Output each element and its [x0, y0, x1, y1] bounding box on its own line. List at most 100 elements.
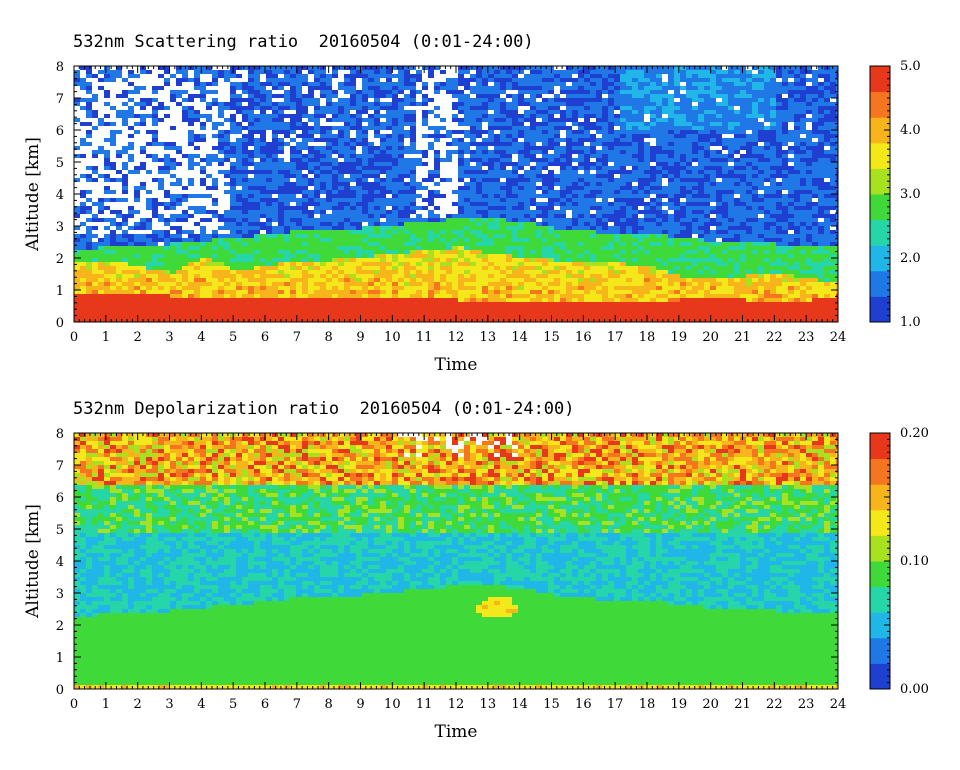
- scattering-colorbar-label: 3.0: [900, 187, 921, 202]
- depolarization-colorbar-label: 0.00: [900, 682, 929, 697]
- depolarization-y-tick-label: 2: [56, 619, 64, 634]
- scattering-colorbar-segment: [870, 72, 890, 80]
- top-chart-title: 532nm Scattering ratio 20160504 (0:01-24…: [73, 32, 534, 52]
- depolarization-colorbar-segment: [870, 490, 890, 498]
- axes-layer: 0 1 2 3 4 5 6 7 8 9 10 11 12 13 14 15 16 17 18 19 20 21 22 23 24…: [23, 59, 929, 742]
- depolarization-x-tick-label: 18: [639, 697, 656, 712]
- depolarization-y-tick-label: 3: [56, 587, 64, 602]
- scattering-colorbar-segment: [870, 194, 890, 201]
- depolarization-colorbar-segment: [870, 669, 890, 677]
- scattering-colorbar-segment: [870, 232, 890, 240]
- scattering-colorbar-segment: [870, 174, 890, 182]
- depolarization-x-axis-label: Time: [435, 722, 478, 742]
- depolarization-colorbar-segment: [870, 458, 890, 466]
- scattering-colorbar-segment: [870, 168, 890, 176]
- scattering-x-tick-label: 18: [639, 330, 656, 345]
- scattering-y-axis-label: Altitude [km]: [23, 137, 43, 252]
- depolarization-colorbar-segment: [870, 471, 890, 479]
- depolarization-colorbar-label: 0.10: [900, 554, 929, 569]
- depolarization-x-tick-label: 2: [134, 697, 142, 712]
- depolarization-colorbar-segment: [870, 618, 890, 626]
- scattering-x-tick-label: 0: [70, 330, 78, 345]
- scattering-colorbar-segment: [870, 162, 890, 169]
- scattering-x-tick-label: 12: [448, 330, 465, 345]
- depolarization-colorbar-segment: [870, 433, 890, 440]
- depolarization-x-tick-label: 4: [197, 697, 205, 712]
- scattering-colorbar-segment: [870, 302, 890, 310]
- depolarization-x-tick-label: 7: [293, 697, 301, 712]
- depolarization-colorbar-segment: [870, 529, 890, 536]
- scattering-colorbar-label: 4.0: [900, 123, 921, 138]
- scattering-x-tick-label: 1: [102, 330, 110, 345]
- depolarization-colorbar-segment: [870, 625, 890, 632]
- depolarization-colorbar-segment: [870, 593, 890, 600]
- scattering-x-tick-label: 20: [702, 330, 719, 345]
- scattering-x-tick-label: 6: [261, 330, 269, 345]
- scattering-y-tick-label: 2: [56, 252, 64, 267]
- depolarization-colorbar-segment: [870, 631, 890, 639]
- depolarization-y-tick-label: 5: [56, 523, 64, 538]
- scattering-colorbar-segment: [870, 130, 890, 137]
- scattering-x-tick-label: 16: [575, 330, 592, 345]
- depolarization-x-tick-label: 11: [416, 697, 433, 712]
- scattering-colorbar-segment: [870, 117, 890, 125]
- scattering-colorbar-segment: [870, 315, 890, 323]
- scattering-colorbar-segment: [870, 155, 890, 163]
- scattering-colorbar-segment: [870, 309, 890, 317]
- depolarization-colorbar-segment: [870, 465, 890, 472]
- depolarization-colorbar-segment: [870, 605, 890, 613]
- scattering-colorbar-segment: [870, 110, 890, 118]
- depolarization-colorbar-segment: [870, 612, 890, 620]
- scattering-x-tick-label: 15: [543, 330, 560, 345]
- depolarization-colorbar-segment: [870, 509, 890, 517]
- depolarization-colorbar-segment: [870, 497, 890, 504]
- scattering-colorbar-segment: [870, 66, 890, 73]
- depolarization-colorbar-segment: [870, 580, 890, 588]
- scattering-x-tick-label: 14: [511, 330, 528, 345]
- scattering-x-tick-label: 10: [384, 330, 401, 345]
- scattering-colorbar-segment: [870, 290, 890, 297]
- scattering-colorbar-segment: [870, 104, 890, 112]
- scattering-colorbar-label: 2.0: [900, 251, 921, 266]
- scattering-colorbar-segment: [870, 136, 890, 144]
- scattering-y-tick-label: 7: [56, 92, 64, 107]
- depolarization-x-tick-label: 9: [356, 697, 364, 712]
- scattering-x-axis-label: Time: [435, 355, 478, 375]
- depolarization-x-tick-label: 12: [448, 697, 465, 712]
- depolarization-y-tick-label: 8: [56, 427, 64, 442]
- depolarization-colorbar-segment: [870, 484, 890, 492]
- scattering-colorbar-segment: [870, 226, 890, 233]
- depolarization-colorbar-segment: [870, 586, 890, 594]
- scattering-colorbar-segment: [870, 98, 890, 105]
- depolarization-x-tick-label: 3: [165, 697, 173, 712]
- scattering-y-tick-label: 3: [56, 220, 64, 235]
- scattering-y-tick-label: 0: [56, 316, 64, 331]
- depolarization-x-tick-label: 17: [607, 697, 624, 712]
- depolarization-colorbar-label: 0.20: [900, 426, 929, 441]
- scattering-colorbar-segment: [870, 277, 890, 285]
- scattering-x-tick-label: 5: [229, 330, 237, 345]
- scattering-colorbar-segment: [870, 187, 890, 195]
- scattering-colorbar-label: 5.0: [900, 59, 921, 74]
- scattering-x-tick-label: 8: [325, 330, 333, 345]
- scattering-x-tick-label: 3: [165, 330, 173, 345]
- scattering-y-tick-label: 5: [56, 156, 64, 171]
- depolarization-x-tick-label: 0: [70, 697, 78, 712]
- scattering-y-tick-label: 1: [56, 284, 64, 299]
- scattering-x-tick-label: 24: [830, 330, 847, 345]
- scattering-colorbar-segment: [870, 296, 890, 304]
- depolarization-x-tick-label: 15: [543, 697, 560, 712]
- depolarization-x-tick-label: 23: [798, 697, 815, 712]
- scattering-colorbar-segment: [870, 91, 890, 99]
- scattering-colorbar-segment: [870, 283, 890, 291]
- scattering-colorbar-segment: [870, 142, 890, 150]
- scattering-x-tick-label: 7: [293, 330, 301, 345]
- scattering-colorbar-segment: [870, 123, 890, 131]
- depolarization-colorbar-segment: [870, 452, 890, 460]
- scattering-colorbar-segment: [870, 270, 890, 278]
- scattering-colorbar-segment: [870, 213, 890, 221]
- scattering-colorbar-segment: [870, 78, 890, 86]
- depolarization-colorbar-segment: [870, 644, 890, 652]
- depolarization-colorbar-segment: [870, 522, 890, 530]
